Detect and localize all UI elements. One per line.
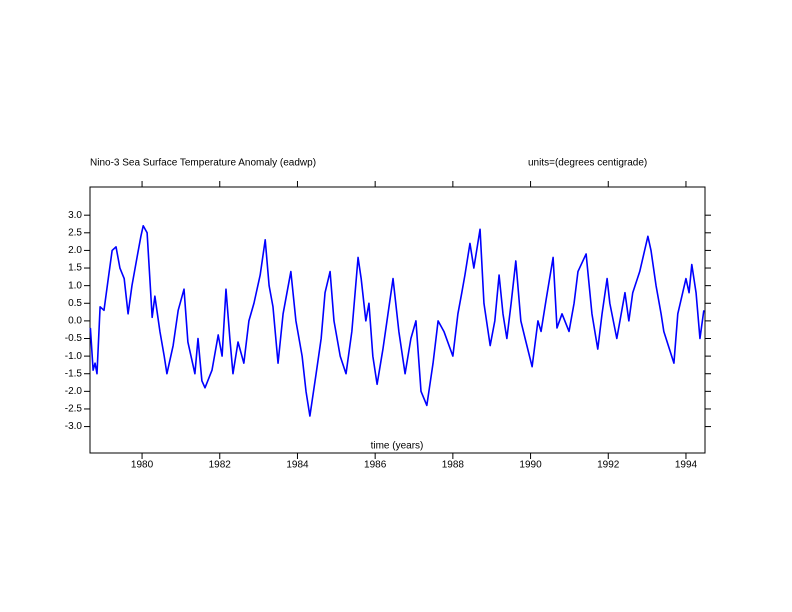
y-tick-label: -2.5 [65, 404, 83, 415]
y-tick-label: -1.5 [65, 368, 83, 379]
y-tick-label: 3.0 [68, 210, 82, 221]
y-tick-label: 0.0 [68, 316, 82, 327]
y-tick-label: -1.0 [65, 351, 83, 362]
x-tick-label: 1986 [364, 460, 387, 471]
data-line [89, 224, 705, 417]
x-tick-label: 1994 [675, 460, 698, 471]
x-tick-label: 1992 [597, 460, 620, 471]
chart-title: Nino-3 Sea Surface Temperature Anomaly (… [90, 158, 316, 169]
y-tick-label: -3.0 [65, 421, 83, 432]
units-label: units=(degrees centigrade) [528, 158, 647, 169]
x-tick-label: 1982 [209, 460, 232, 471]
x-axis-label: time (years) [371, 441, 424, 452]
y-tick-label: -2.0 [65, 386, 83, 397]
y-tick-label: -0.5 [65, 333, 83, 344]
x-tick-label: 1990 [519, 460, 542, 471]
x-tick-label: 1988 [442, 460, 465, 471]
y-tick-label: 0.5 [68, 298, 82, 309]
x-tick-label: 1980 [131, 460, 154, 471]
x-tick-label: 1984 [286, 460, 309, 471]
y-tick-label: 1.0 [68, 280, 82, 291]
y-tick-label: 2.5 [68, 227, 82, 238]
plot-frame [89, 186, 706, 454]
y-tick-label: 2.0 [68, 245, 82, 256]
y-tick-label: 1.5 [68, 263, 82, 274]
